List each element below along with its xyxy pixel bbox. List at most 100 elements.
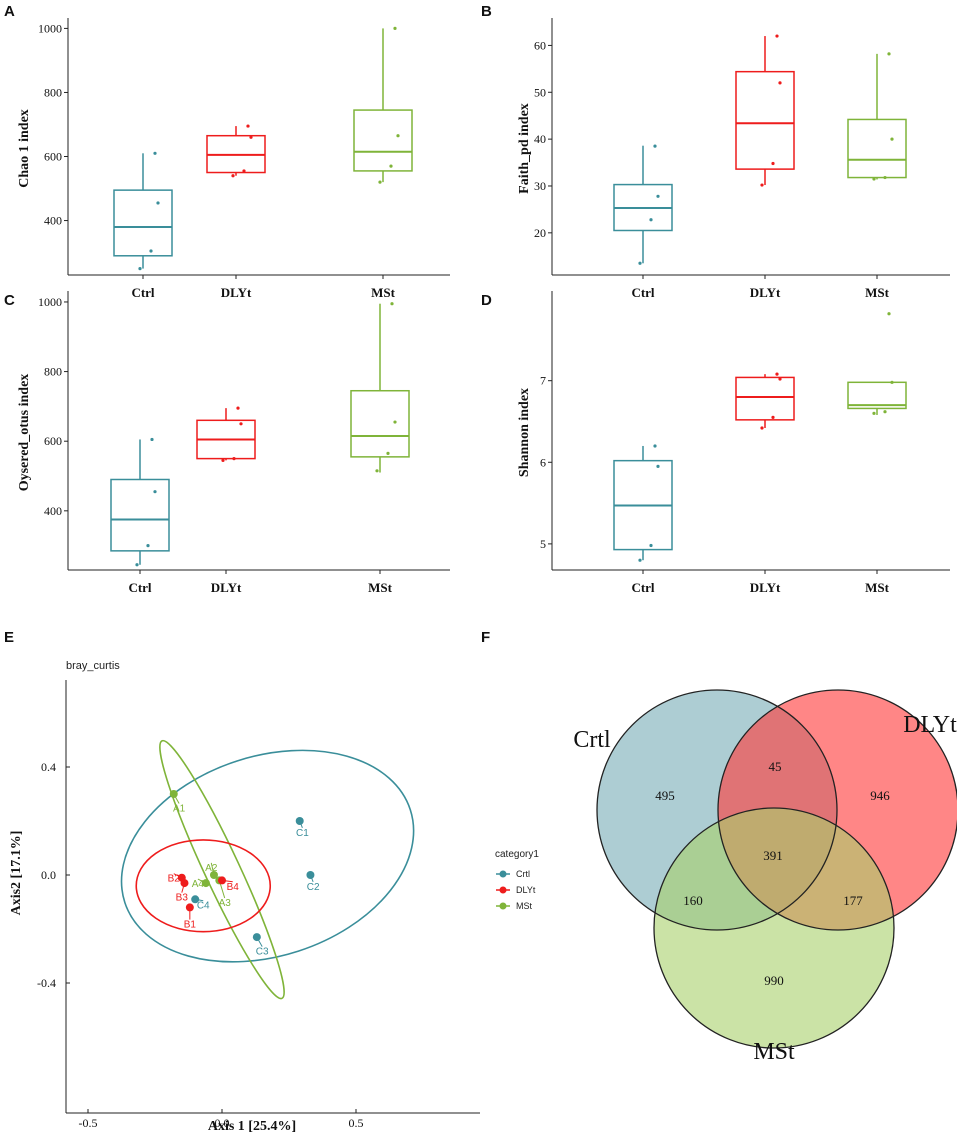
plot-title: bray_curtis [66,660,120,672]
y-tick-label: 7 [540,374,546,388]
data-point [771,415,775,420]
venn-set-name: DLYt [903,712,957,738]
x-category-label: DLYt [750,580,781,595]
data-point [153,490,157,494]
y-tick-label: 400 [44,214,62,228]
box-mst [847,118,907,179]
data-point [246,124,250,128]
data-point [883,410,887,414]
legend-swatch [499,870,507,878]
data-point [883,175,887,180]
legend-label: DLYt [516,885,536,895]
y-tick-label: 40 [534,132,546,146]
data-point [231,174,235,178]
data-point [153,151,157,155]
venn-count-ctrl-mst: 160 [683,893,703,908]
data-point [890,380,894,384]
data-point [638,261,642,265]
venn-count-only-dlyt: 946 [870,788,890,803]
data-point [149,249,153,253]
box-ctrl [110,478,170,552]
x-category-label: MSt [865,580,890,595]
x-category-label: DLYt [750,285,781,300]
panel-letter: E [4,629,14,646]
box-panel-c: C 400 600 800 1000 Oysered_otus index Ctrl DLYt… [4,291,450,595]
venn-outline-dlyt [717,689,957,931]
data-point [771,161,775,166]
data-point [760,183,764,187]
box-panel-a: A 400 600 800 1000 Chao 1 index Ctrl DLYt MSt [4,3,450,300]
sample-label: A4 [192,879,205,890]
data-point [232,457,236,461]
sample-label: B1 [184,920,197,931]
confidence-ellipse-ctrl [120,749,415,963]
sample-point [218,876,226,885]
y-axis-title: Shannon index [517,388,532,477]
y-tick-label: 400 [44,504,62,518]
x-tick-label: 0.5 [349,1116,364,1130]
sample-point [252,933,261,942]
x-category-label: DLYt [211,580,242,595]
data-point [138,266,142,271]
data-point [638,558,642,562]
y-tick-label: 0.0 [41,868,56,882]
data-point [887,52,891,56]
sample-point [295,817,304,825]
legend-label: MSt [516,901,533,911]
sample-point [185,903,194,912]
y-tick-label: 20 [534,226,546,240]
data-point [656,194,660,198]
sample-label: B3 [176,893,189,904]
sample-label: A3 [219,898,232,909]
data-point [242,169,246,173]
box-mst [847,381,907,410]
data-point [396,134,400,138]
x-tick-label: -0.5 [79,1116,98,1130]
sample-label: A1 [173,804,186,815]
y-tick-label: 1000 [38,21,62,35]
data-point [378,180,382,184]
data-point [135,563,139,567]
data-point [778,81,782,85]
data-point [393,26,397,31]
y-axis-title: Chao 1 index [17,109,32,188]
venn-circle-mst [654,808,894,1048]
data-point [872,411,876,415]
box-panel-b: B 20 30 40 50 60 Faith_pd index Ctrl DLYt MSt [481,3,950,300]
panel-letter: B [481,3,492,20]
box-mst [350,389,410,458]
confidence-ellipse-mst [159,739,285,1000]
y-axis-title: Axis2 [17.1%] [9,831,24,916]
sample-label: B2 [168,874,181,885]
panel-letter: A [4,3,15,20]
y-tick-label: 800 [44,85,62,99]
data-point [386,451,390,455]
x-category-label: DLYt [221,285,252,300]
x-tick-label: 0.0 [215,1116,230,1130]
data-point [393,420,397,424]
data-point [390,302,394,306]
data-point [236,406,240,410]
y-tick-label: 600 [44,150,62,164]
sample-label: B4 [227,882,240,893]
x-category-label: MSt [368,580,393,595]
venn-set-name: Crtl [573,727,611,753]
panel-letter: F [481,629,490,646]
sample-point [201,879,210,888]
sample-label: C3 [256,947,269,958]
venn-set-name: MSt [753,1039,795,1065]
data-point [249,135,253,139]
data-point [221,458,225,462]
data-point [872,177,876,181]
data-point [239,422,243,426]
data-point [156,201,160,205]
data-point [653,444,657,448]
panel-letter: C [4,292,15,309]
sample-point [191,895,200,904]
box-ctrl [113,189,173,257]
box-panel-d: D 5 6 7 Shannon index Ctrl DLYt MSt [481,291,950,595]
sample-point [180,879,189,888]
sample-label: C1 [296,828,309,839]
sample-point [169,790,178,798]
